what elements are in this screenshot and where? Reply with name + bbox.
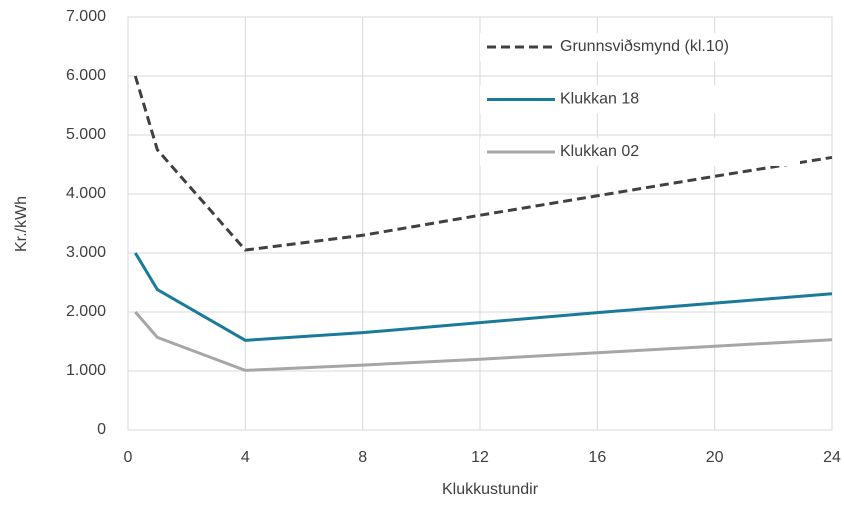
x-tick-label: 4: [241, 449, 250, 466]
x-axis-label: Klukkustundir: [442, 481, 539, 498]
series-line: [134, 252, 833, 342]
y-tick-label: 7.000: [66, 8, 106, 25]
y-tick-label: 4.000: [66, 185, 106, 202]
legend-label: Grunnsviðsmynd (kl.10): [560, 38, 729, 55]
plot-border: [127, 16, 833, 431]
x-tick-label: 8: [358, 449, 367, 466]
x-tick-label: 16: [588, 449, 606, 466]
y-tick-label: 6.000: [66, 67, 106, 84]
y-tick-label: 2.000: [66, 303, 106, 320]
series-line: [134, 311, 833, 372]
x-tick-label: 20: [706, 449, 724, 466]
legend-label: Klukkan 02: [560, 143, 639, 160]
series-line: [133, 75, 833, 252]
x-tick-label: 12: [471, 449, 489, 466]
y-tick-label: 1.000: [66, 362, 106, 379]
y-axis-label: Kr./kWh: [13, 196, 30, 252]
x-tick-label: 24: [823, 449, 841, 466]
legend-label: Klukkan 18: [560, 91, 639, 108]
y-tick-label: 5.000: [66, 126, 106, 143]
x-tick-label: 0: [124, 449, 133, 466]
y-tick-label: 0: [97, 421, 106, 438]
y-tick-label: 3.000: [66, 244, 106, 261]
